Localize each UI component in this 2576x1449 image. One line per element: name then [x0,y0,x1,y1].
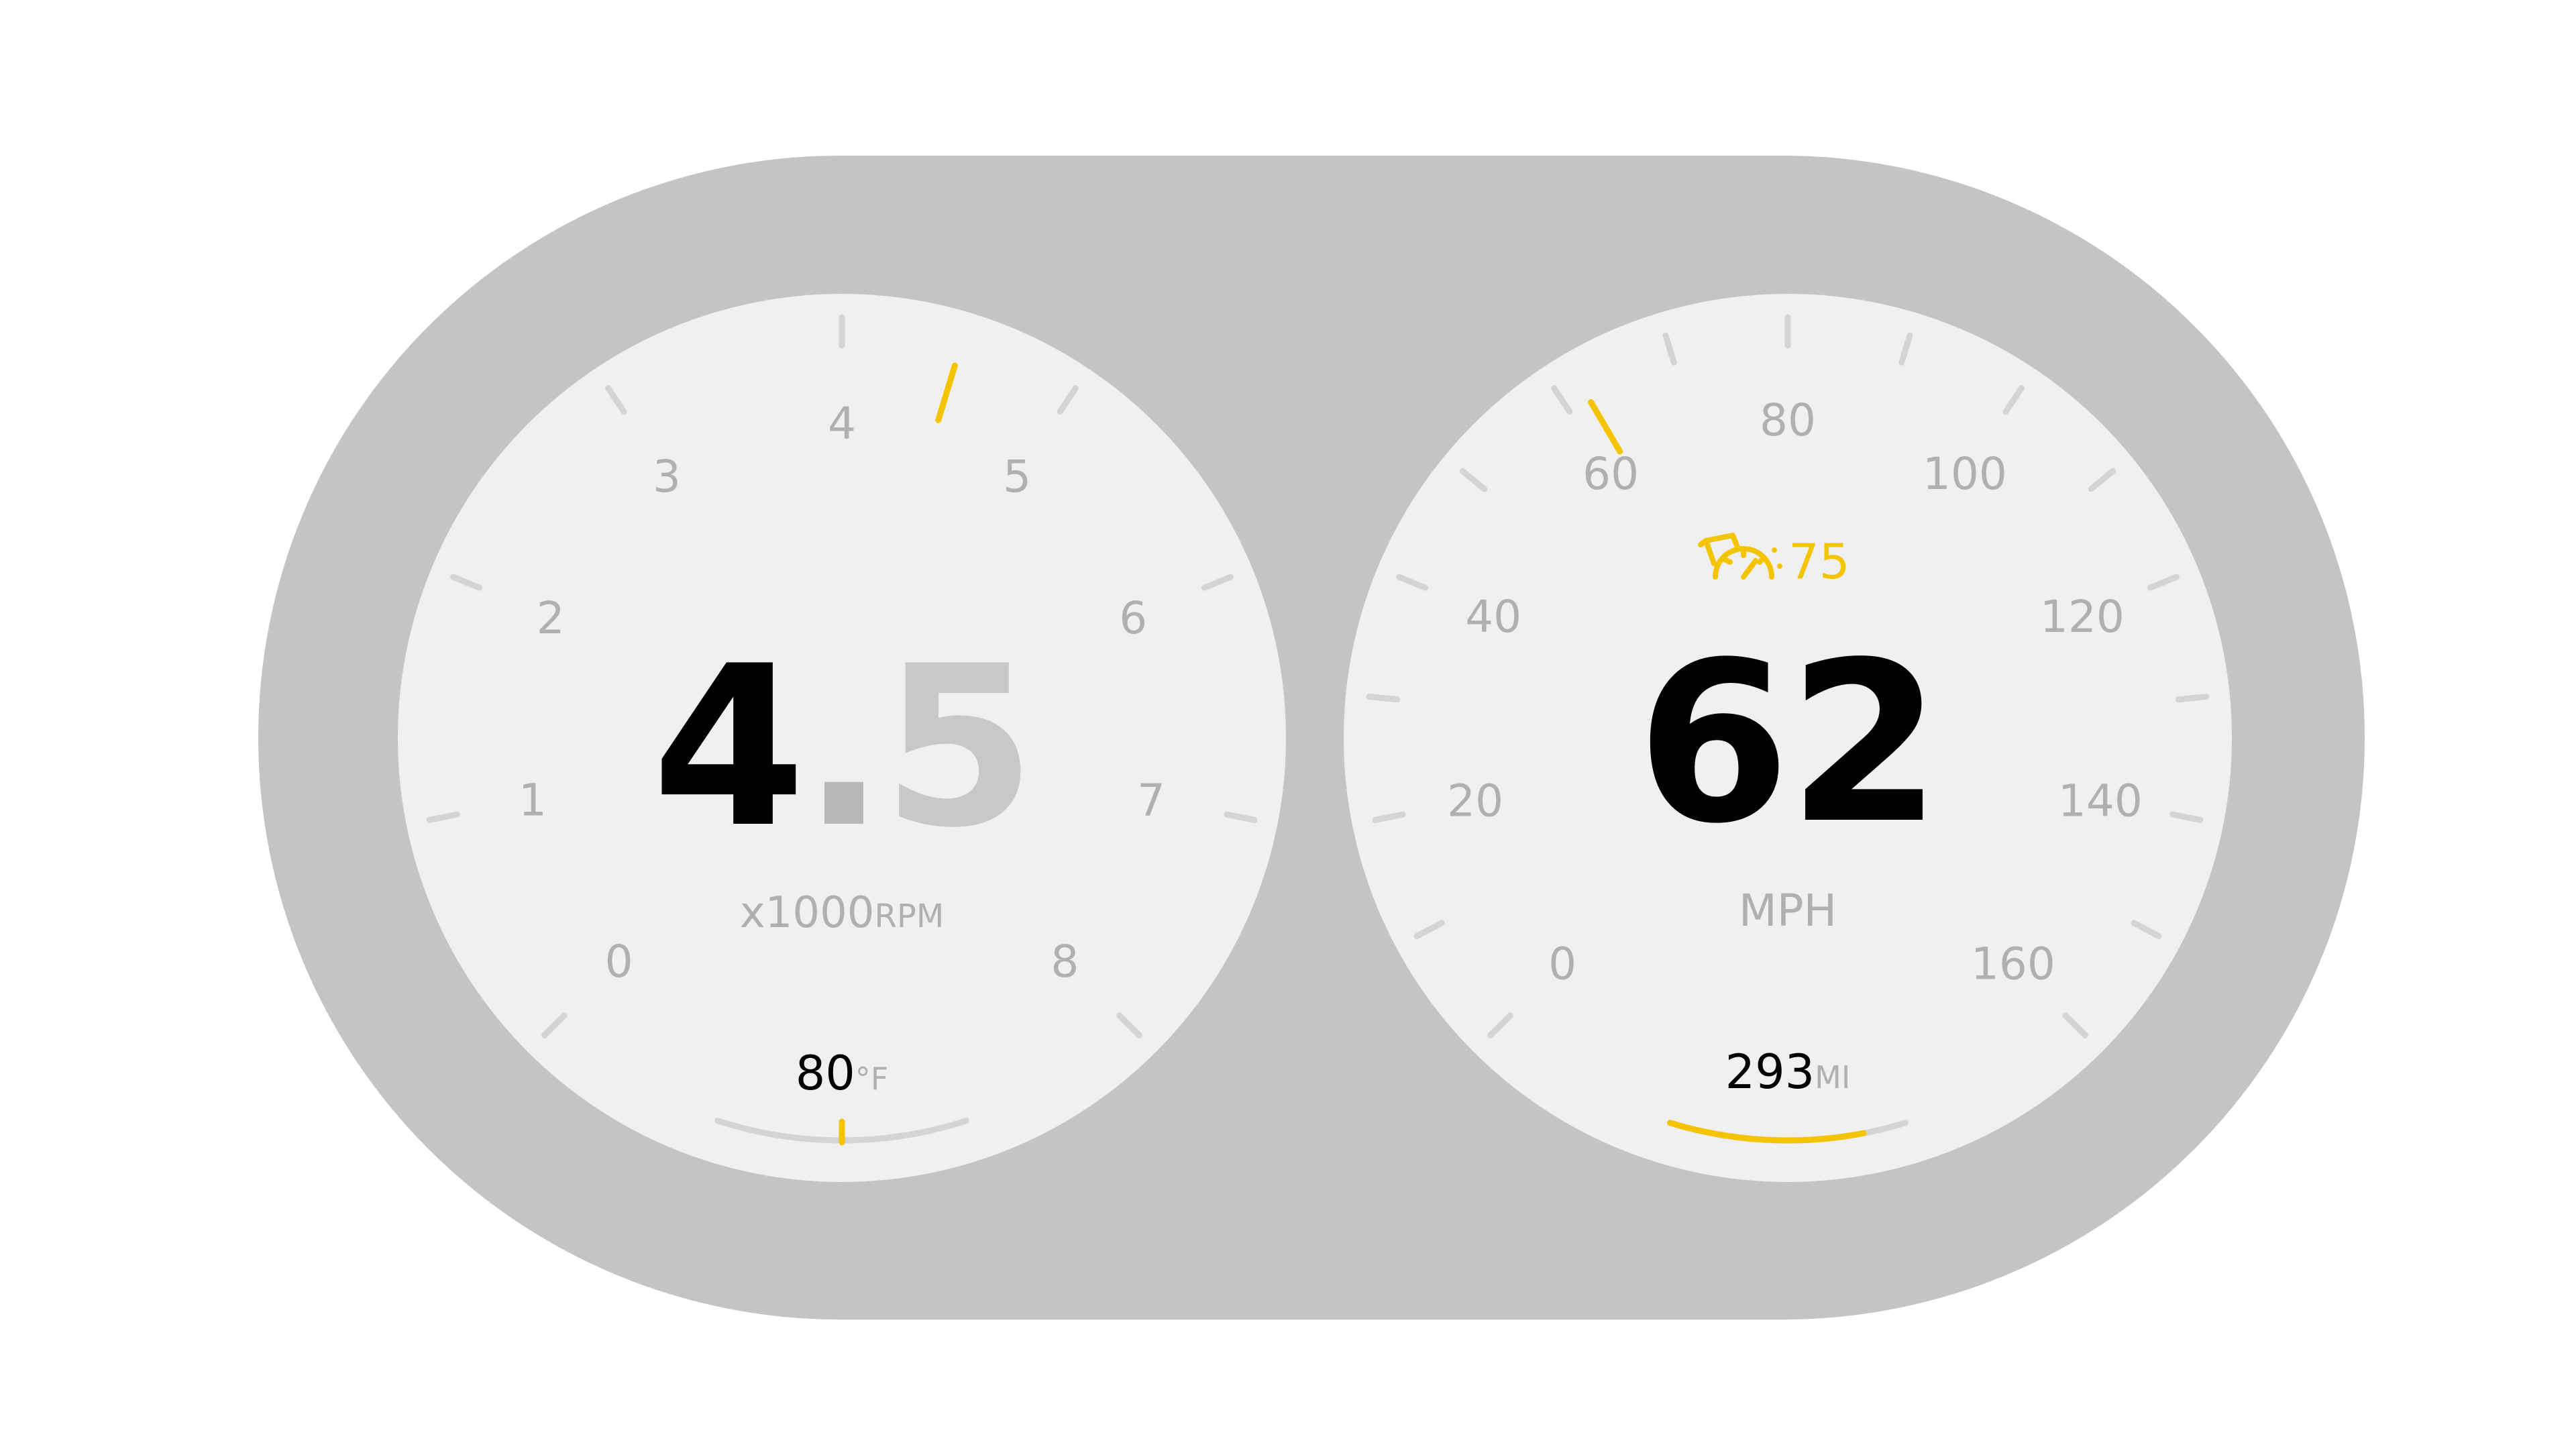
speedometer-scale-label: 0 [1548,938,1576,990]
speed-limit-value: 75 [1788,533,1850,590]
tachometer-tick [1116,1012,1142,1038]
tachometer-scale-label: 7 [1137,774,1165,826]
speedometer-scale-label: 80 [1760,394,1816,446]
speedometer-tick [1551,385,1573,415]
speedometer-tick [1487,1012,1513,1038]
speedometer-tick [2147,574,2180,591]
tachometer-tick [1201,574,1234,591]
speedometer-scale-label: 60 [1582,448,1639,500]
tachometer-scale-label: 3 [653,451,681,502]
speedometer-dial-face [1344,294,2232,1182]
tachometer-scale-label: 8 [1051,936,1079,987]
speedometer-scale-label: 20 [1447,775,1503,826]
range-level-arc [1667,1120,1867,1144]
tachometer-decimal-point: . [802,619,881,876]
tachometer-scale-label: 1 [519,774,547,826]
tachometer-tick [541,1012,568,1038]
tachometer-scale-label: 5 [1003,451,1031,502]
speedometer-value: 62 [1636,614,1939,872]
tachometer-tick [605,385,627,415]
speedometer-tick [1413,920,1445,940]
tachometer-value-whole: 4 [652,619,802,876]
speedometer-tick [2002,385,2025,415]
temperature-readout: 80°F [796,1046,889,1101]
range-value: 293 [1725,1044,1815,1099]
speedometer-tick [1372,811,1406,823]
speedometer-ticks [1366,314,2210,1038]
tachometer-tick [1057,385,1079,415]
speedometer-tick [1898,332,1913,366]
speedometer-tick [2088,468,2116,492]
tachometer-tick [426,811,460,823]
speedometer-tick [2175,694,2210,703]
temperature-value: 80 [796,1046,855,1101]
speed-limit-indicator: 75 [1698,533,1850,590]
tachometer-needle [935,362,958,423]
speedometer-tick [1459,468,1488,492]
tachometer-dial-face [398,294,1286,1182]
tachometer-tick [450,574,483,591]
tachometer-tick [1224,811,1258,823]
temperature-unit: °F [855,1061,888,1097]
range-unit: MI [1815,1059,1850,1095]
tachometer-value-fraction: 5 [882,619,1032,876]
speedometer-gauge: 0 20 40 60 80 100 120 140 160 75 62 [1344,294,2232,1182]
tachometer-scale-label: 4 [828,398,856,449]
tachometer-scale-label: 0 [605,936,633,987]
speedometer-tick [1396,574,1429,591]
speedometer-tick [1366,694,1401,703]
speedometer-scale-label: 160 [1971,938,2055,990]
tachometer-unit-label: x1000RPM [740,888,944,938]
speedometer-scale-labels: 0 20 40 60 80 100 120 140 160 [1447,394,2143,990]
speedometer-scale-label: 100 [1923,448,2007,500]
tachometer-scale-label: 2 [537,592,565,644]
range-readout: 293MI [1725,1044,1851,1099]
speed-limit-gauge-icon [1698,533,1782,580]
speedometer-unit: MPH [1739,885,1837,936]
tachometer-ticks [426,314,1258,1038]
speedometer-tick [1662,332,1677,366]
tachometer-unit: RPM [875,898,945,935]
speedometer-scale-label: 40 [1465,591,1521,643]
speedometer-tick [2131,920,2162,940]
speedometer-scale-label: 140 [2058,775,2143,826]
tachometer-reading: 4.5 [652,619,1032,876]
speedometer-needle [1588,399,1623,455]
speedometer-tick [2169,811,2204,823]
speedometer-scale-label: 120 [2040,591,2125,643]
tachometer-scale-label: 6 [1119,592,1147,644]
tachometer-unit-multiplier: x1000 [740,888,875,938]
speedometer-tick [2062,1012,2088,1038]
